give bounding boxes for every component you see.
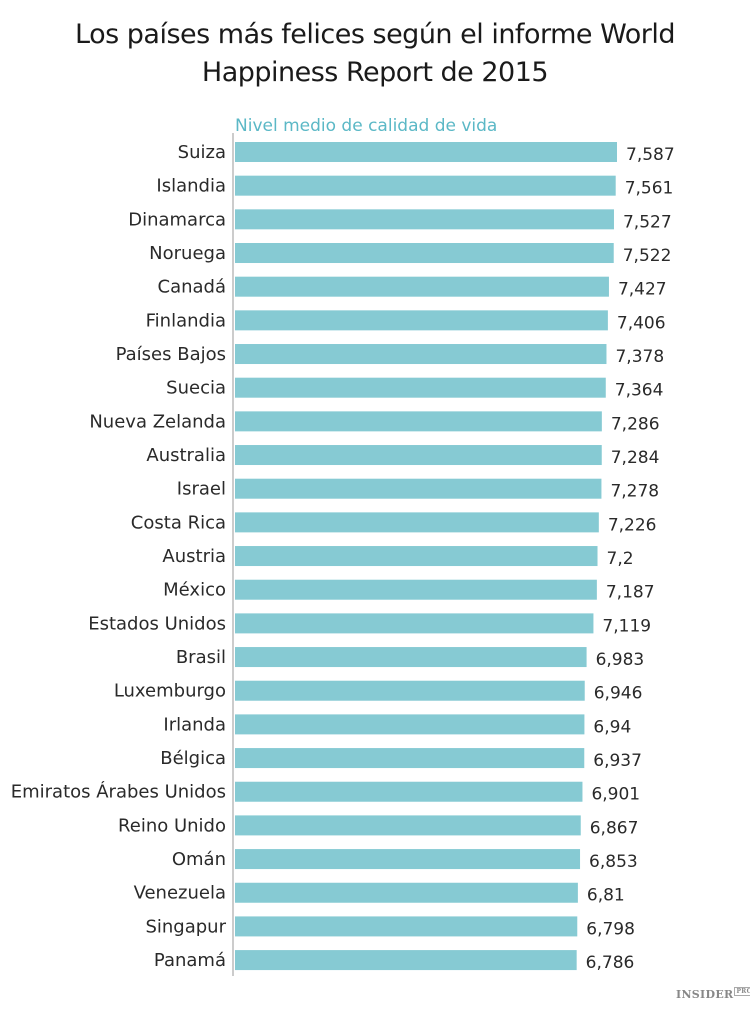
value-label: 6,798 [586,919,635,939]
bar [235,310,608,331]
value-label: 7,286 [611,414,660,434]
value-label: 7,187 [606,583,655,603]
category-label: Islandia [156,176,226,197]
bar [235,377,606,398]
value-label: 6,81 [587,886,625,906]
logo-badge: PRO [734,987,750,997]
bar [235,445,602,466]
bar [235,613,594,634]
category-label: Noruega [149,243,226,264]
category-label: Suiza [178,142,226,163]
category-label: Nueva Zelanda [89,411,226,432]
value-label: 6,937 [593,751,642,771]
category-label: Panamá [154,950,226,971]
bar [235,680,585,701]
bar [235,882,578,903]
value-label: 6,901 [591,785,640,805]
category-label: Omán [172,849,226,870]
value-label: 7,527 [623,212,672,232]
bar [235,579,597,600]
category-label: Irlanda [163,714,226,735]
category-label: Costa Rica [131,512,226,533]
bar [235,781,583,802]
category-label: Canadá [158,277,227,298]
value-label: 7,284 [611,448,660,468]
category-label: Finlandia [146,310,226,331]
category-label: Venezuela [134,883,226,904]
category-label: Suecia [166,378,226,399]
chart-title: Los países más felices según el informe … [0,16,750,92]
value-label: 7,364 [615,381,664,401]
bar [235,276,609,297]
value-label: 6,983 [596,650,645,670]
value-label: 7,278 [610,482,659,502]
value-label: 6,867 [590,818,639,838]
logo-text: INSIDER [676,988,734,1001]
value-label: 7,561 [625,179,674,199]
value-label: 7,119 [602,616,651,636]
bar [235,950,577,971]
bar [235,916,578,937]
chart-title-line-2: Happiness Report de 2015 [201,57,549,88]
value-label: 7,406 [617,313,666,333]
value-label: 6,94 [593,717,631,737]
bar [235,411,602,432]
bar [235,175,616,196]
category-label: Austria [162,546,226,567]
category-label: Países Bajos [116,344,226,365]
chart-title-line-1: Los países más felices según el informe … [75,19,675,50]
series-label: Nivel medio de calidad de vida [235,116,497,136]
category-label: Luxemburgo [114,681,226,702]
value-label: 7,378 [615,347,664,367]
value-label: 6,853 [589,852,638,872]
value-label: 6,946 [594,684,643,704]
bar [235,647,587,668]
category-label: Reino Unido [118,815,226,836]
bar [235,344,607,365]
bar [235,142,617,162]
category-label: Bélgica [160,748,226,769]
category-label: México [163,580,226,601]
bar [235,243,614,264]
value-label: 6,786 [586,953,635,973]
bar [235,815,581,836]
bar [235,512,599,533]
value-label: 7,587 [626,145,675,165]
category-label: Australia [146,445,226,466]
bar [235,849,581,870]
category-label: Dinamarca [128,209,226,230]
category-label: Singapur [145,916,226,937]
value-label: 7,427 [618,280,667,300]
bar [235,209,614,230]
category-label: Estados Unidos [88,613,226,634]
value-label: 7,226 [608,515,657,535]
bar [235,478,602,499]
bar [235,546,598,567]
category-label: Brasil [176,647,226,668]
bar [235,714,585,735]
category-label: Emiratos Árabes Unidos [11,781,226,803]
bar [235,748,585,769]
value-label: 7,522 [623,246,672,266]
insider-pro-logo: INSIDER PRO [676,987,750,1001]
category-label: Israel [177,479,226,500]
value-label: 7,2 [607,549,634,569]
